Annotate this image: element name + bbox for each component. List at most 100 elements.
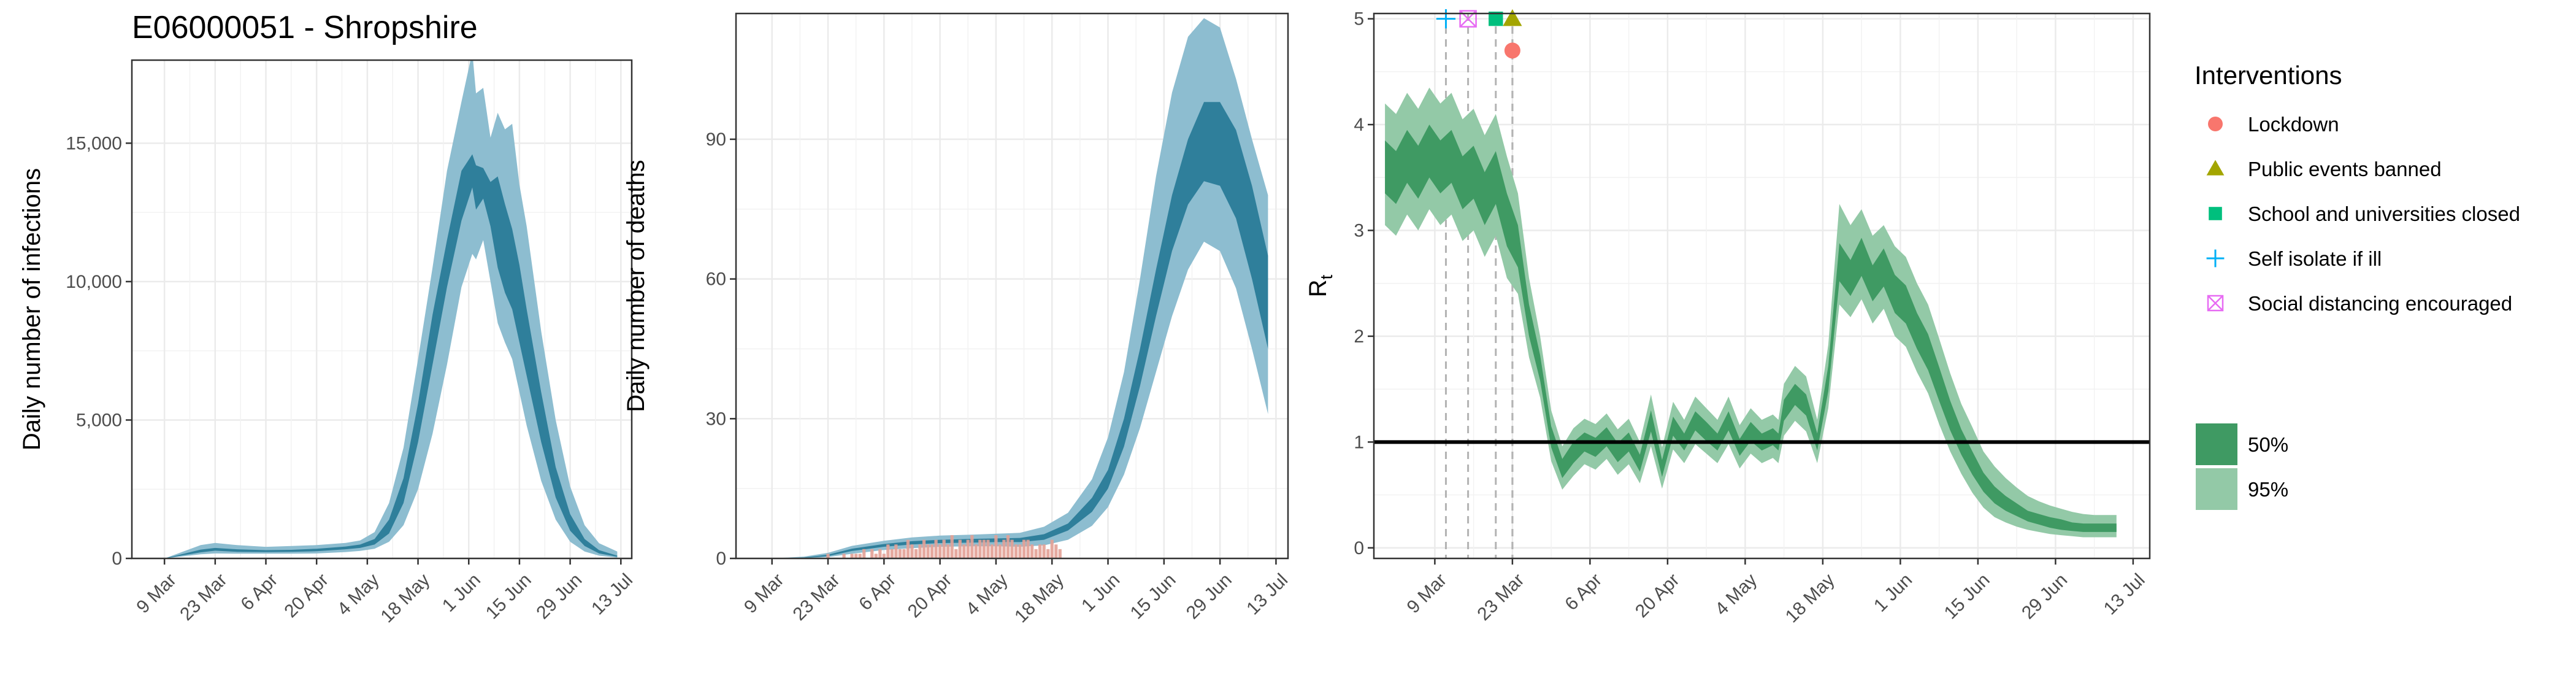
legend-label: Lockdown [2248,113,2339,136]
y-tick-label: 3 [1354,220,1364,241]
observed-death-bar [922,539,926,558]
panel-frame [735,12,1289,560]
y-tick-label: 4 [1354,115,1364,135]
panel-frame [131,59,633,560]
x-tick-label: 29 Jun [2018,569,2071,623]
x-tick-label: 15 Jun [1941,569,1994,623]
x-tick-label: 1 Jun [1078,569,1124,615]
observed-death-bar [1018,544,1022,558]
x-tick-label: 23 Mar [1473,569,1528,624]
y-axis-title-main: R [1305,279,1332,297]
rt-band-95 [1385,87,2117,538]
observed-death-bar [1026,539,1030,558]
observed-death-bar [854,554,858,558]
observed-death-bar [898,549,902,558]
legend-swatch [2196,423,2237,465]
y-tick-label: 30 [706,409,726,429]
observed-death-bar [882,554,886,558]
x-tick-label: 4 May [334,569,383,619]
legend-swatch [2196,468,2237,510]
x-tick-label: 9 Mar [1403,569,1451,617]
observed-death-bar [910,544,914,558]
legend-label: 50% [2248,433,2288,456]
y-tick-label: 0 [716,549,726,569]
observed-death-bar [938,544,942,558]
observed-death-bar [1050,539,1054,558]
panel-title: E06000051 - Shropshire [132,10,478,45]
observed-death-bar [970,535,974,558]
y-tick-label: 5 [1354,9,1364,29]
observed-death-bar [962,544,966,558]
observed-death-bar [826,554,830,558]
legend-label: Self isolate if ill [2248,247,2382,270]
y-axis-title: Rt [1305,274,1336,297]
x-tick-label: 13 Jul [2100,569,2149,619]
observed-death-bar [1046,549,1050,558]
x-tick-label: 6 Apr [237,569,282,614]
y-tick-label: 1 [1354,432,1364,452]
observed-death-bar [1042,544,1046,558]
x-tick-label: 13 Jul [1243,569,1292,619]
x-tick-label: 1 Jun [1870,569,1916,615]
observed-death-bar [918,544,922,558]
x-tick-label: 6 Apr [1561,569,1606,614]
y-tick-label: 0 [1354,538,1364,558]
legend-item-intervention: Social distancing encouraged [2207,292,2512,315]
legend-label: School and universities closed [2248,203,2520,225]
observed-death-bar [902,549,906,558]
observed-death-bar [906,539,910,558]
observed-death-bar [1058,549,1062,558]
intervention-marker-circle [1504,42,1520,59]
y-axis-title-subscript: t [1317,274,1336,279]
x-tick-label: 20 Apr [1631,569,1684,622]
intervention-marker-square [1489,11,1503,26]
observed-death-bar [998,544,1002,558]
x-tick-label: 15 Jun [1127,569,1180,623]
legend-marker-triangle [2206,160,2225,176]
x-tick-label: 18 May [1011,569,1068,627]
observed-death-bar [858,554,862,558]
legend-marker-circle [2208,117,2223,131]
infections-band-95 [164,60,618,558]
y-tick-label: 60 [706,269,726,290]
y-tick-label: 10,000 [66,272,122,292]
observed-death-bar [982,539,986,558]
observed-death-bar [1054,544,1058,558]
legend-label: Public events banned [2248,158,2442,180]
observed-death-bar [878,549,882,558]
x-tick-label: 18 May [377,569,434,627]
grid [1374,14,2150,558]
observed-death-bar [1034,549,1038,558]
legend-item-intervention: Lockdown [2208,113,2339,136]
legend-title: Interventions [2195,61,2342,90]
observed-death-bar [978,539,982,558]
legend-marker-boxx [2207,295,2224,312]
x-tick-label: 15 Jun [482,569,535,623]
y-axis-title: Daily number of infections [18,168,45,450]
observed-death-bar [850,554,854,558]
panel-rt: 0 1 2 3 4 5 9 Mar 23 Mar 6 Apr 20 Apr 4 May 18 May 1… [1305,9,2151,627]
x-tick-label: 1 Jun [439,569,485,615]
observed-death-bar [974,544,978,558]
rt-band-50 [1385,125,2117,532]
y-tick-label: 90 [706,129,726,150]
x-tick-label: 18 May [1782,569,1839,627]
observed-death-bar [1014,544,1018,558]
deaths-band-95 [772,18,1268,558]
x-tick-label: 23 Mar [789,569,843,624]
plot-area [164,60,618,558]
x-tick-label: 4 May [1711,569,1761,619]
observed-death-bar [990,544,994,558]
observed-death-bar [890,549,894,558]
legend-label: 95% [2248,478,2288,501]
observed-death-bar [914,549,918,558]
plot-area [772,18,1268,558]
deaths-band-50 [772,102,1268,558]
observed-death-bar [942,539,946,558]
x-tick-label: 29 Jun [1183,569,1236,623]
observed-death-bar [874,554,878,558]
legend-marker-plus [2206,249,2225,268]
y-axis-title: Daily number of deaths [623,160,650,412]
legend-item-interval: 95% [2196,468,2288,510]
